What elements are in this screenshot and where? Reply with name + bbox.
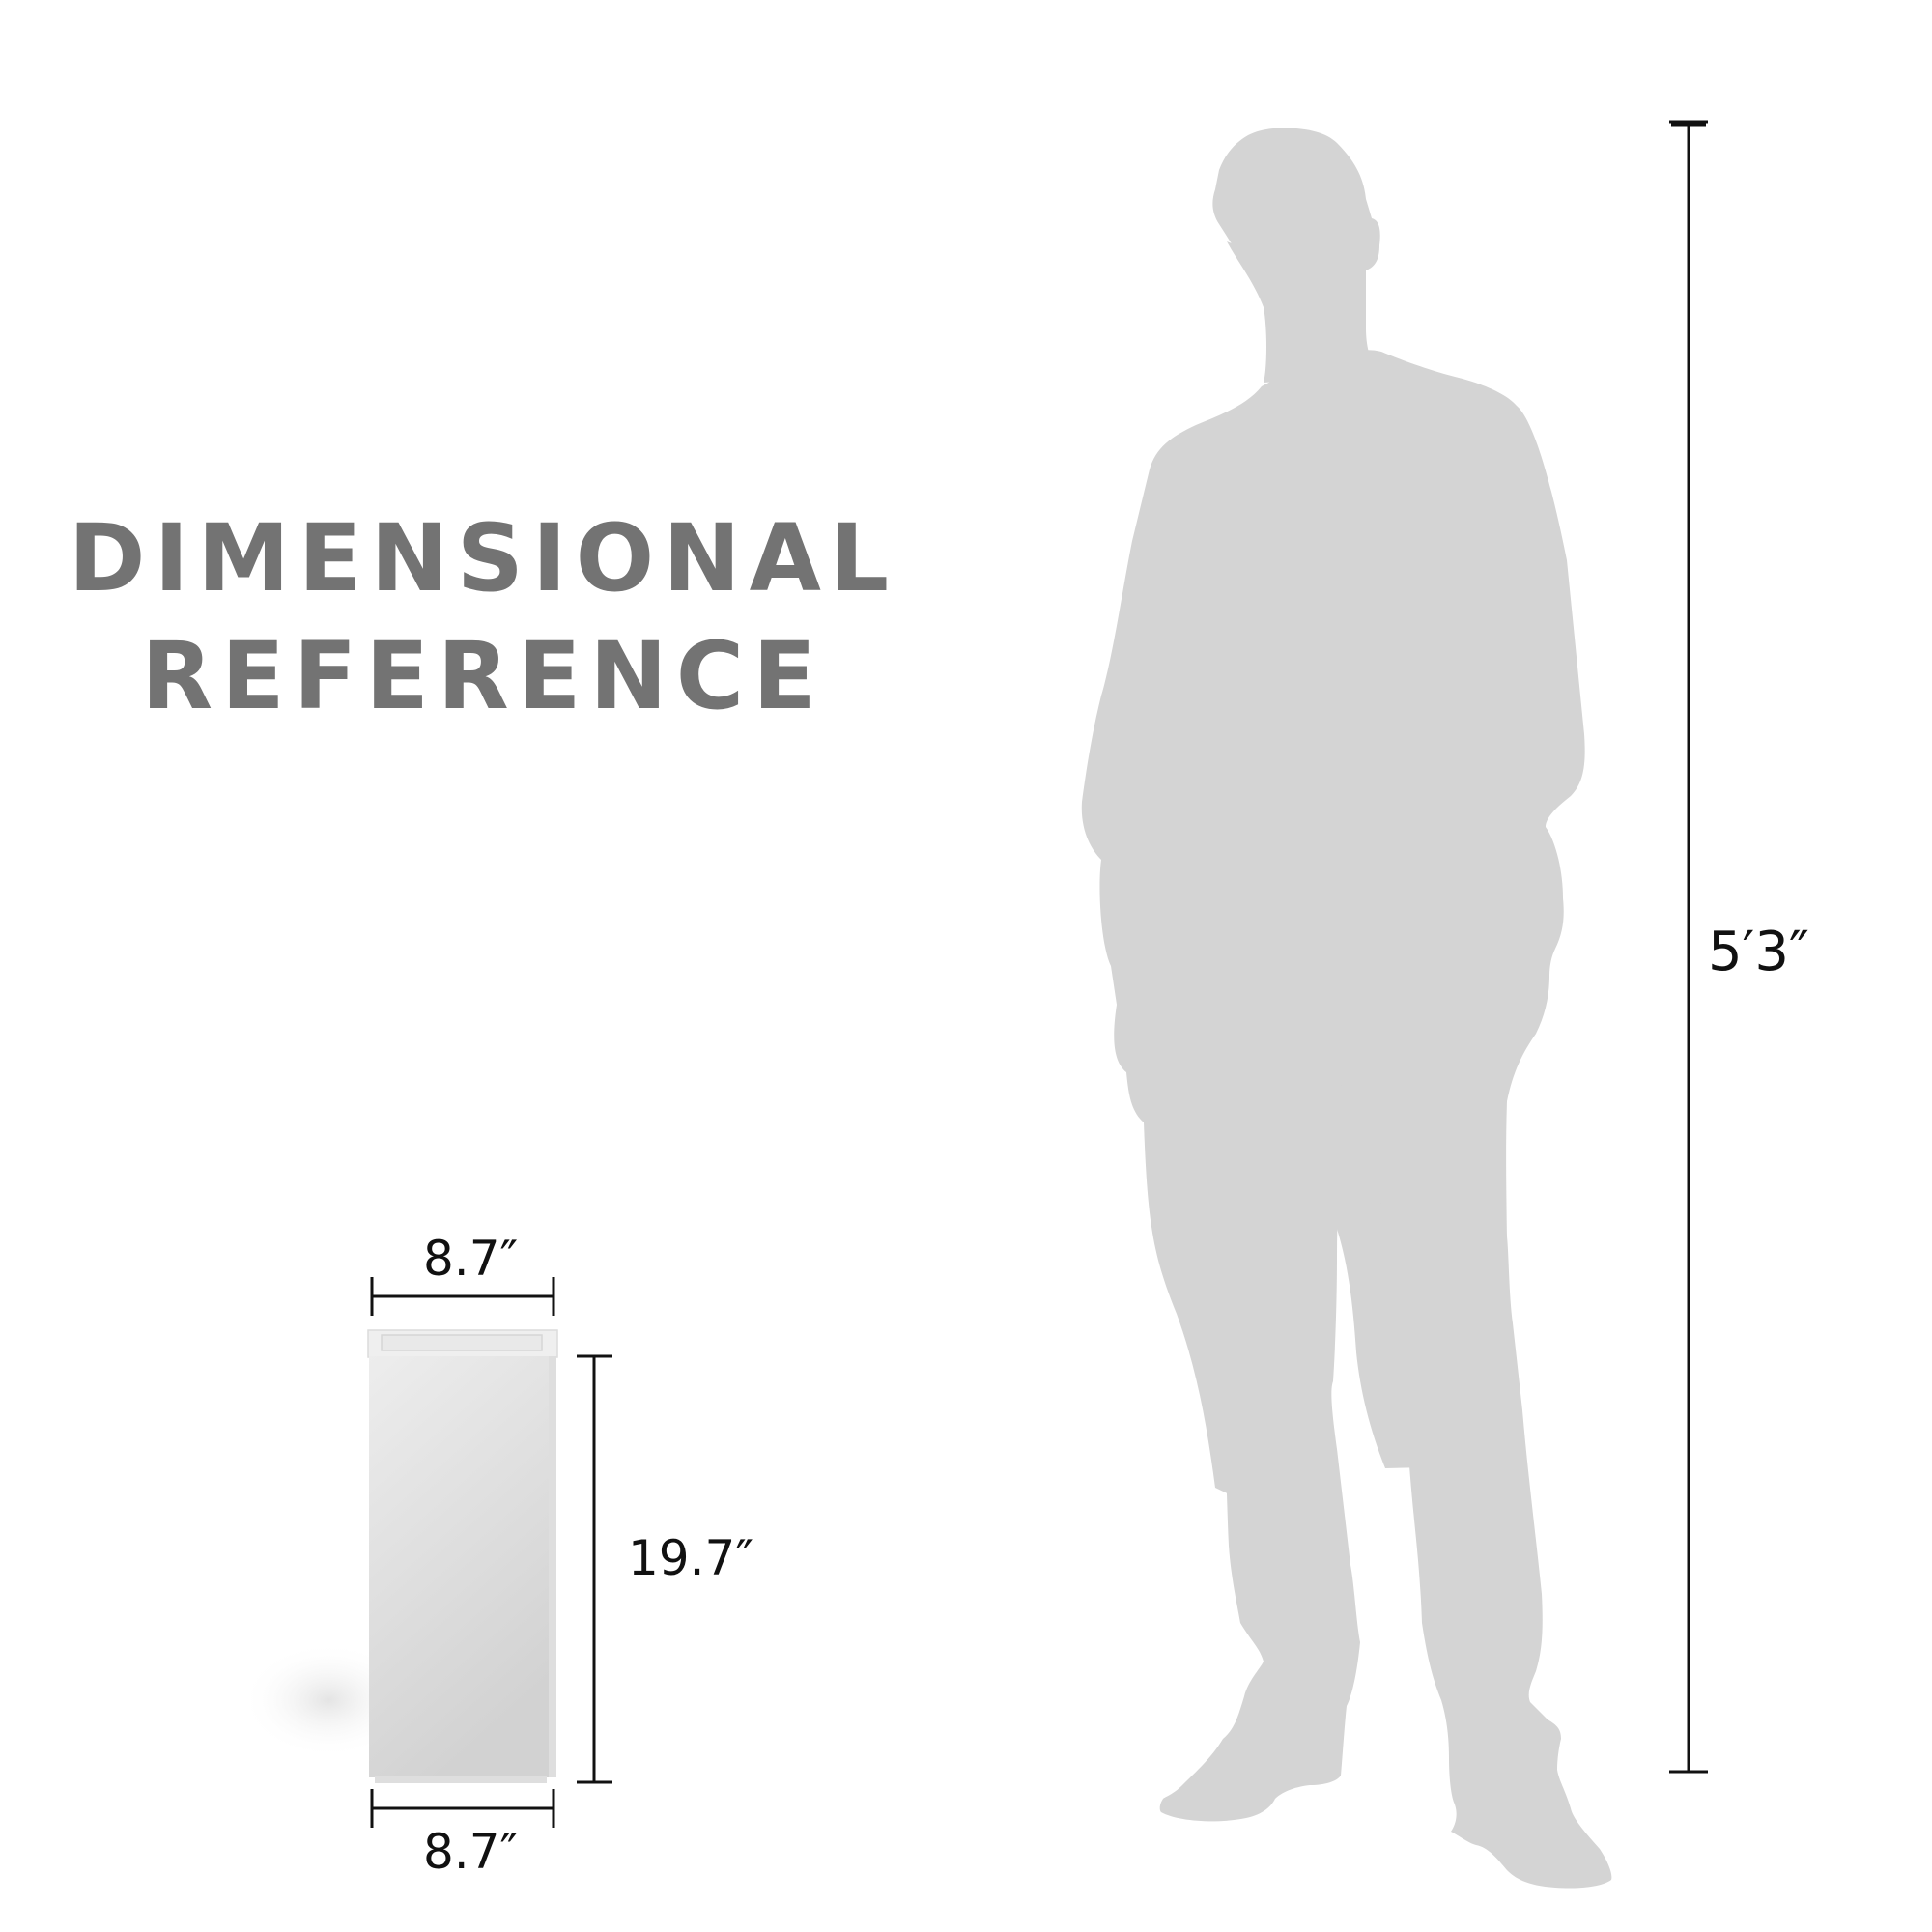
heading-line-1: DIMENSIONAL: [68, 504, 898, 612]
person-neck: [1227, 242, 1378, 383]
person-left-leg: [1155, 1005, 1360, 1822]
planter-base: [375, 1776, 547, 1783]
top-width-label: 8.7″: [423, 1231, 519, 1287]
planter-opening: [381, 1334, 543, 1351]
bottom-width-label: 8.7″: [423, 1824, 519, 1880]
person-height-label: 5′3″: [1708, 921, 1809, 983]
person-height-dimension: [1669, 120, 1708, 1774]
height-label: 19.7″: [628, 1530, 754, 1586]
height-dimension: [577, 1354, 612, 1784]
top-width-dimension: [370, 1277, 555, 1316]
person-silhouette: [1081, 128, 1612, 1889]
person-right-leg: [1327, 1043, 1612, 1889]
bottom-width-dimension: [370, 1789, 555, 1828]
planter: [367, 1329, 558, 1783]
planter-body: [369, 1356, 556, 1777]
heading-line-2: REFERENCE: [141, 622, 825, 730]
planter-right-edge: [549, 1356, 556, 1777]
